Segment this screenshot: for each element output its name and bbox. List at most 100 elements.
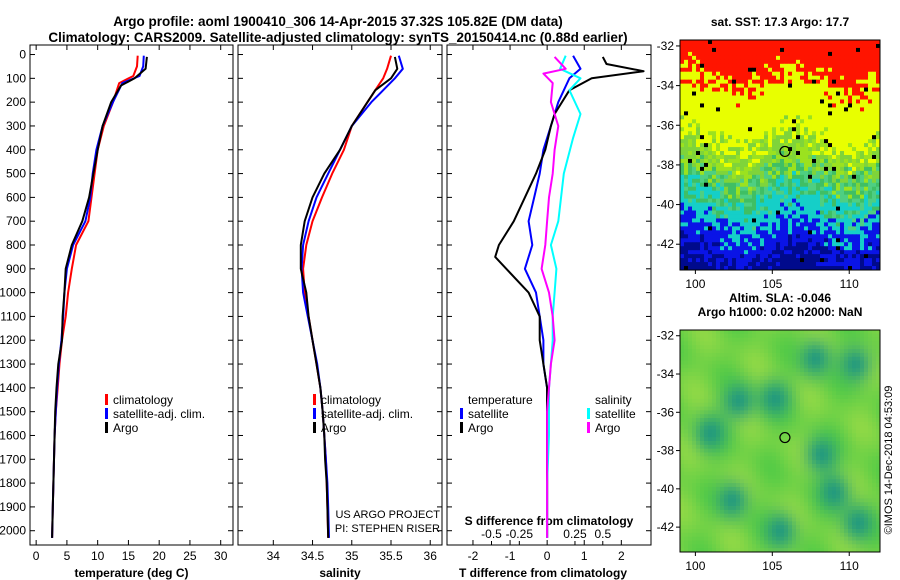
map-cell	[876, 418, 881, 423]
map-cell	[768, 222, 773, 227]
map-cell	[832, 330, 837, 335]
map-cell	[728, 79, 733, 85]
map-cell	[760, 151, 765, 156]
map-cell	[704, 425, 709, 430]
map-cell	[844, 266, 849, 271]
map-cell	[680, 372, 685, 377]
map-cell	[736, 398, 741, 404]
map-cell	[748, 391, 753, 396]
map-cell	[824, 51, 829, 57]
map-cell	[792, 178, 797, 184]
map-cell	[740, 421, 745, 427]
map-cell	[876, 135, 881, 140]
map-cell	[712, 242, 717, 247]
map-cell	[788, 198, 793, 203]
map-cell	[716, 103, 721, 108]
map-cell	[764, 333, 769, 339]
map-cell	[784, 391, 789, 396]
map-cell	[872, 266, 877, 271]
map-cell	[780, 71, 785, 77]
map-cell	[760, 166, 765, 172]
map-cell	[692, 218, 697, 223]
map-cell	[856, 421, 861, 427]
map-cell	[704, 375, 709, 381]
map-cell	[828, 406, 833, 411]
map-cell	[784, 437, 789, 442]
map-cell	[788, 71, 793, 77]
map-cell	[872, 198, 877, 203]
map-cell	[720, 250, 725, 255]
map-cell	[712, 356, 717, 362]
map-cell	[744, 242, 749, 247]
map-cell	[696, 456, 701, 461]
map-cell	[728, 166, 733, 172]
map-cell	[856, 206, 861, 211]
map-cell	[712, 119, 717, 124]
map-cell	[832, 356, 837, 362]
map-cell	[804, 254, 809, 259]
map-cell	[728, 258, 733, 263]
map-cell	[852, 55, 857, 61]
map-cell	[820, 456, 825, 461]
map-cell	[772, 258, 777, 263]
map-cell	[864, 182, 869, 188]
map-cell	[768, 210, 773, 215]
map-cell	[796, 155, 801, 160]
legend-title-salinity: salinity	[595, 393, 632, 407]
map-cell	[768, 345, 773, 350]
map-cell	[764, 410, 769, 415]
map-cell	[788, 391, 793, 396]
map-cell	[764, 448, 769, 453]
map-cell	[680, 198, 685, 203]
map-cell	[816, 429, 821, 434]
map-cell	[740, 375, 745, 381]
map-cell	[772, 190, 777, 196]
map-cell	[696, 352, 701, 358]
s-tick-label: 0.25	[563, 527, 587, 541]
map-cell	[876, 226, 881, 231]
map-cell	[868, 198, 873, 203]
map-cell	[832, 143, 837, 148]
map-cell	[836, 158, 841, 164]
map-cell	[792, 202, 797, 207]
map-cell	[812, 186, 817, 192]
depth-tick-label: 1300	[0, 357, 26, 371]
map-cell	[776, 186, 781, 192]
map-cell	[724, 387, 729, 392]
map-cell	[732, 444, 737, 450]
legend-label: Argo	[113, 421, 139, 435]
map-cell	[736, 379, 741, 384]
map-cell	[848, 155, 853, 160]
map-cell	[828, 87, 833, 92]
map-cell	[868, 115, 873, 120]
map-cell	[696, 111, 701, 116]
map-cell	[724, 214, 729, 219]
map-cell	[680, 55, 685, 61]
map-cell	[772, 115, 777, 120]
map-cell	[756, 91, 761, 96]
map-cell	[824, 174, 829, 180]
map-cell	[872, 143, 877, 148]
map-cell	[844, 59, 849, 65]
map-cell	[688, 123, 693, 128]
map-cell	[768, 218, 773, 223]
legend-label: satellite	[595, 407, 636, 421]
map-cell	[848, 433, 853, 438]
map-cell	[860, 383, 865, 388]
map-cell	[864, 218, 869, 223]
map-cell	[772, 218, 777, 223]
map-cell	[820, 230, 825, 235]
map-cell	[684, 103, 689, 108]
map-cell	[840, 372, 845, 377]
map-cell	[684, 95, 689, 100]
map-cell	[740, 406, 745, 411]
map-cell	[832, 47, 837, 53]
map-cell	[732, 345, 737, 350]
map-cell	[844, 63, 849, 69]
map-cell	[724, 107, 729, 112]
map-cell	[868, 234, 873, 239]
map-cell	[728, 67, 733, 73]
map-cell	[852, 441, 857, 446]
map-cell	[688, 190, 693, 196]
map-cell	[704, 75, 709, 81]
